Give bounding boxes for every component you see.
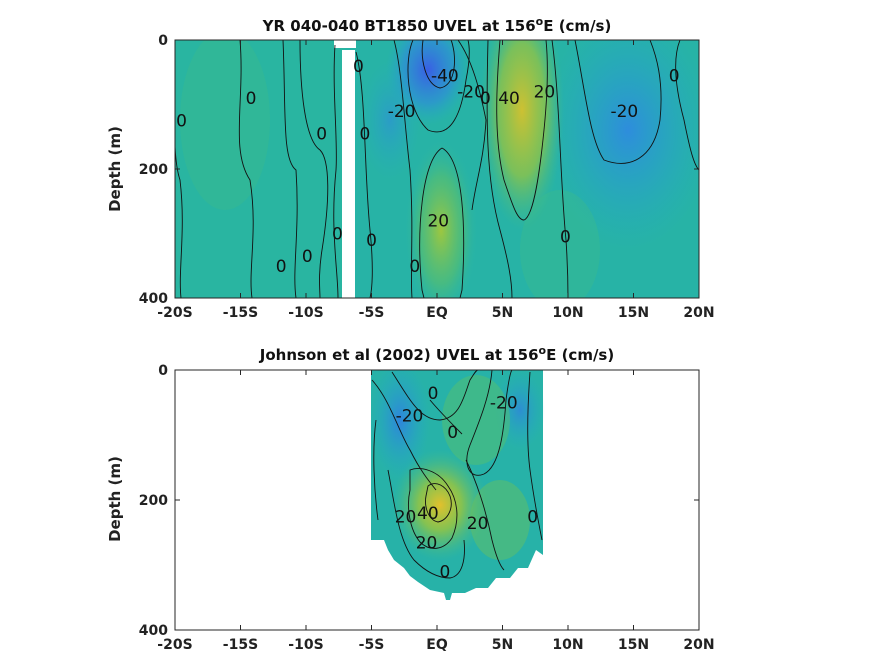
contour-label: 0: [527, 507, 538, 527]
y-tick-label: 400: [139, 623, 168, 639]
contour-label: 0: [246, 89, 257, 109]
title-main: Johnson et al (2002) UVEL at 156: [259, 346, 539, 364]
contour-label: -20: [610, 102, 638, 122]
contour-label: 40: [417, 504, 439, 524]
x-tick-label: 5N: [492, 305, 513, 321]
x-tick-label: 15N: [618, 305, 649, 321]
contour-label: 20: [427, 212, 449, 232]
contour-label: 0: [366, 231, 377, 251]
contour-label: 0: [353, 57, 364, 77]
chart-title-observed: Johnson et al (2002) UVEL at 156oE (cm/s…: [259, 344, 614, 364]
x-tick-label: 5N: [492, 637, 513, 653]
x-tick-label: -10S: [288, 305, 323, 321]
contour-label: 20: [467, 514, 489, 534]
x-tick-label: -20S: [157, 305, 192, 321]
contour-label: 20: [534, 83, 556, 103]
contour-label: 0: [176, 112, 187, 132]
contour-label: 0: [439, 563, 450, 583]
x-tick-label: EQ: [426, 305, 448, 321]
contour-label: -20: [396, 407, 424, 427]
x-tick-label: -5S: [359, 305, 385, 321]
contour-label: 0: [276, 257, 287, 277]
contour-label: 0: [447, 423, 458, 443]
title-degree: o: [539, 344, 547, 357]
chart-title-model: YR 040-040 BT1850 UVEL at 156oE (cm/s): [262, 15, 612, 35]
x-tick-label: EQ: [426, 637, 448, 653]
x-tick-label: 20N: [683, 305, 714, 321]
contour-label: 0: [302, 247, 313, 267]
x-tick-label: -15S: [223, 305, 258, 321]
y-axis-label-model: Depth (m): [106, 126, 124, 212]
y-tick-label: 200: [139, 493, 168, 509]
y-tick-label: 0: [158, 363, 168, 379]
contour-label: 0: [480, 89, 491, 109]
contour-label: 40: [498, 89, 520, 109]
x-tick-label: 10N: [552, 305, 583, 321]
title-degree: o: [536, 15, 544, 28]
x-tick-label: 20N: [683, 637, 714, 653]
contour-label: -40: [431, 66, 459, 86]
contour-label: 20: [416, 533, 438, 553]
x-tick-label: -15S: [223, 637, 258, 653]
contour-label: 0: [428, 384, 439, 404]
contour-label: 20: [395, 507, 417, 527]
contour-label: 0: [316, 125, 327, 145]
x-tick-label: -10S: [288, 637, 323, 653]
contour-label: 0: [409, 257, 420, 277]
contour-label: -20: [457, 83, 485, 103]
y-tick-label: 200: [139, 162, 168, 178]
x-tick-label: 15N: [618, 637, 649, 653]
contour-label: 0: [560, 228, 571, 248]
x-tick-label: 10N: [552, 637, 583, 653]
contour-label: 0: [332, 225, 343, 245]
x-tick-label: -5S: [359, 637, 385, 653]
contour-label: -20: [388, 102, 416, 122]
title-tail: E (cm/s): [546, 346, 614, 364]
y-tick-label: 400: [139, 291, 168, 307]
y-axis-label-observed: Depth (m): [106, 456, 124, 542]
contour-label: -20: [490, 394, 518, 414]
y-tick-label: 0: [158, 33, 168, 49]
x-tick-label: -20S: [157, 637, 192, 653]
heatmap-field-observed: [370, 370, 545, 600]
title-main: YR 040-040 BT1850 UVEL at 156: [262, 17, 536, 35]
contour-label: 0: [360, 125, 371, 145]
title-tail: E (cm/s): [543, 17, 611, 35]
contour-label: 0: [669, 66, 680, 86]
heatmap-field-model: [175, 40, 699, 298]
